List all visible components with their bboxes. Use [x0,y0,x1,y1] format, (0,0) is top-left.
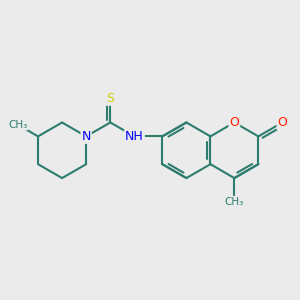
Text: NH: NH [125,130,144,143]
Text: S: S [106,92,114,105]
Text: O: O [230,116,239,129]
Text: N: N [82,130,91,143]
Text: O: O [278,116,287,129]
Text: CH₃: CH₃ [8,120,27,130]
Text: CH₃: CH₃ [225,197,244,207]
